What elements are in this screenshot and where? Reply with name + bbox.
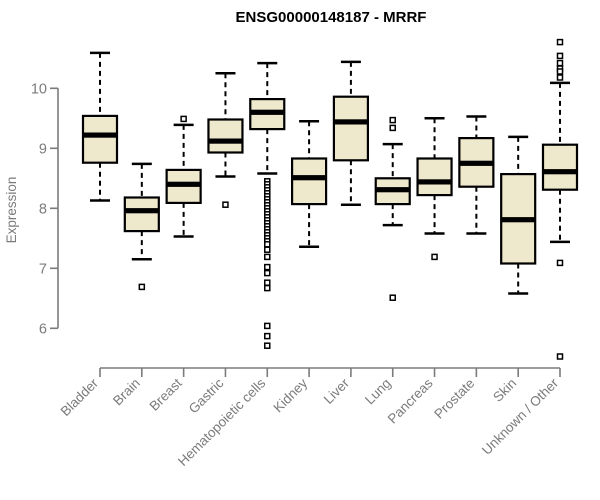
outlier-point [389, 294, 396, 301]
median-line [250, 109, 285, 115]
median-line [83, 132, 117, 138]
iqr-box [81, 114, 119, 164]
median-line [459, 160, 494, 166]
x-tick-label: Liver [321, 375, 353, 407]
median-line [166, 181, 201, 187]
outlier-point [264, 246, 271, 253]
iqr-box [332, 95, 370, 162]
outlier-point [556, 353, 564, 360]
y-tick-label: 8 [39, 201, 47, 217]
outlier-point [264, 279, 271, 286]
x-tick-label: Prostate [431, 376, 477, 422]
x-tick-label: Brain [110, 376, 143, 409]
outlier-point [264, 332, 271, 340]
outlier-point [556, 38, 564, 46]
outlier-point [264, 322, 271, 330]
median-line [543, 169, 577, 175]
y-tick-label: 9 [39, 141, 47, 157]
iqr-box [290, 157, 328, 206]
x-tick-label: Unknown / Other [479, 375, 562, 458]
median-line [292, 175, 327, 181]
outlier-point [556, 52, 564, 60]
median-line [501, 217, 536, 223]
chart-title: ENSG00000148187 - MRRF [236, 9, 427, 26]
median-line [124, 208, 159, 214]
x-tick-label: Gastric [186, 375, 227, 416]
median-line [417, 179, 452, 185]
outlier-point [389, 124, 396, 132]
x-tick-label: Kidney [270, 375, 310, 415]
outlier-point [556, 68, 564, 75]
outlier-point [556, 259, 564, 267]
y-tick-label: 7 [39, 261, 47, 277]
outlier-point [264, 284, 271, 292]
median-line [375, 187, 410, 193]
outlier-point [264, 241, 271, 248]
outlier-point [264, 263, 271, 271]
x-tick-label: Skin [490, 376, 519, 405]
iqr-box [207, 118, 244, 154]
iqr-box [416, 157, 453, 197]
y-tick-label: 6 [39, 321, 47, 337]
outlier-point [431, 253, 438, 261]
outlier-point [264, 269, 271, 277]
median-line [208, 138, 243, 144]
outlier-point [264, 342, 271, 349]
y-axis-title: Expression [4, 177, 19, 244]
x-tick-label: Pancreas [385, 375, 436, 426]
iqr-box [123, 196, 160, 233]
x-tick-label: Lung [362, 376, 394, 408]
outlier-point [180, 115, 187, 123]
outlier-point [556, 59, 564, 67]
outlier-point [389, 116, 396, 124]
y-tick-label: 10 [31, 81, 47, 97]
outlier-point [556, 74, 564, 81]
outlier-point [264, 253, 271, 261]
outlier-point [138, 283, 146, 291]
x-tick-label: Breast [147, 375, 185, 413]
iqr-box [541, 143, 579, 191]
median-line [333, 119, 368, 125]
outlier-point [222, 201, 229, 208]
x-tick-label: Bladder [58, 375, 102, 419]
